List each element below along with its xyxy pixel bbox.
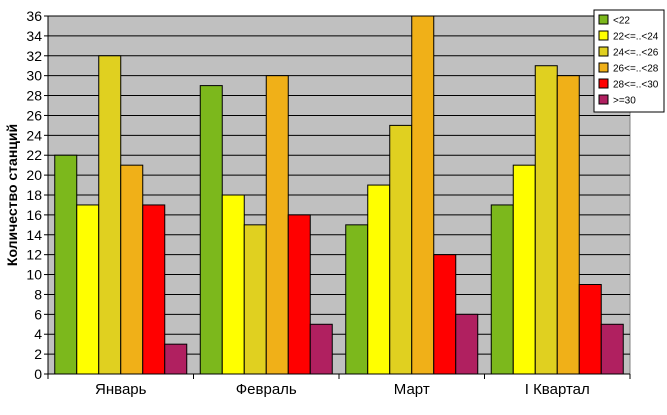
legend-swatch bbox=[598, 30, 609, 41]
legend-label: <22 bbox=[613, 16, 630, 27]
y-tick-label: 12 bbox=[26, 247, 42, 263]
legend-swatch bbox=[598, 78, 609, 89]
bar bbox=[199, 85, 223, 375]
bar bbox=[164, 343, 188, 375]
x-category-label: Февраль bbox=[236, 381, 297, 398]
legend: <22 22<=..<24 24<=..<26 26<=..<28 28<=..<30 >… bbox=[593, 9, 665, 113]
bar bbox=[265, 75, 289, 375]
y-tick-label: 14 bbox=[26, 227, 42, 243]
bar bbox=[76, 204, 100, 375]
bar bbox=[142, 204, 166, 375]
y-tick-label: 2 bbox=[34, 346, 42, 362]
y-tick-label: 6 bbox=[34, 306, 42, 322]
bar bbox=[534, 65, 558, 375]
y-tick-label: 10 bbox=[26, 267, 42, 283]
legend-swatch bbox=[598, 62, 609, 73]
y-tick-label: 32 bbox=[26, 48, 42, 64]
y-tick-label: 16 bbox=[26, 207, 42, 223]
y-tick-label: 30 bbox=[26, 68, 42, 84]
y-tick-label: 34 bbox=[26, 28, 42, 44]
bar bbox=[455, 313, 479, 375]
bar bbox=[367, 184, 391, 375]
y-tick-label: 24 bbox=[26, 127, 42, 143]
x-category-label: Январь bbox=[95, 381, 147, 398]
bar bbox=[120, 164, 144, 375]
legend-swatch bbox=[598, 94, 609, 105]
bar bbox=[287, 214, 311, 375]
y-tick-label: 28 bbox=[26, 88, 42, 104]
bar bbox=[309, 323, 333, 375]
bar bbox=[556, 75, 580, 375]
legend-swatch bbox=[598, 14, 609, 25]
x-category-label: I Квартал bbox=[525, 381, 590, 398]
bar bbox=[389, 124, 413, 375]
legend-label: 26<=..<28 bbox=[613, 64, 659, 75]
x-category-label: Март bbox=[394, 381, 430, 398]
y-tick-label: 8 bbox=[34, 286, 42, 302]
bar bbox=[578, 284, 602, 375]
y-tick-label: 26 bbox=[26, 107, 42, 123]
bar bbox=[512, 164, 536, 375]
y-tick-label: 4 bbox=[34, 326, 42, 342]
bar bbox=[243, 224, 267, 375]
legend-label: 28<=..<30 bbox=[613, 80, 659, 91]
bar bbox=[98, 55, 122, 375]
y-tick-label: 22 bbox=[26, 147, 42, 163]
y-tick-label: 36 bbox=[26, 8, 42, 24]
y-axis-label: Количество станций bbox=[4, 124, 20, 266]
y-tick-label: 18 bbox=[26, 187, 42, 203]
legend-label: 24<=..<26 bbox=[613, 48, 659, 59]
legend-label: 22<=..<24 bbox=[613, 32, 659, 43]
bar bbox=[490, 204, 514, 375]
bar bbox=[54, 154, 78, 375]
bar bbox=[600, 323, 624, 375]
bar bbox=[345, 224, 369, 375]
bar bbox=[411, 15, 435, 375]
y-tick-label: 20 bbox=[26, 167, 42, 183]
y-tick-label: 0 bbox=[34, 366, 42, 382]
bar bbox=[433, 254, 457, 375]
bars bbox=[54, 15, 624, 375]
bar bbox=[221, 194, 245, 375]
legend-label: >=30 bbox=[613, 96, 636, 107]
legend-swatch bbox=[598, 46, 609, 57]
x-category-labels: Январь Февраль Март I Квартал bbox=[95, 381, 590, 398]
axes bbox=[44, 15, 631, 379]
